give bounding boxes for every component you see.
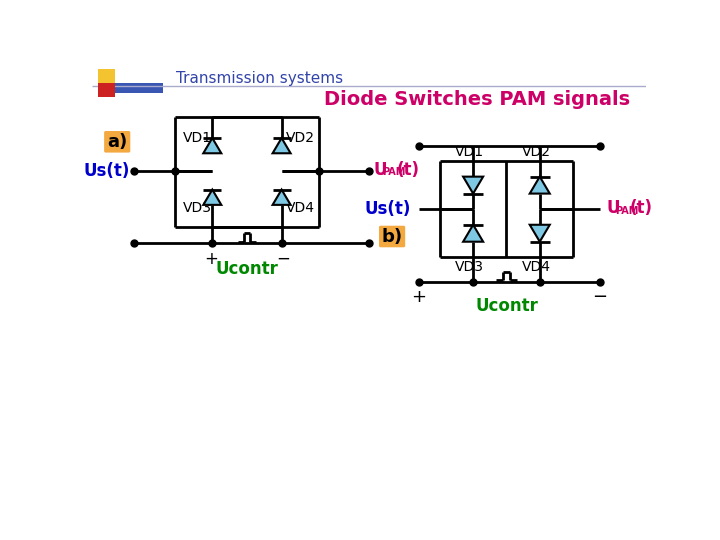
Text: VD1: VD1 [455,145,484,159]
Polygon shape [463,225,483,242]
Text: VD3: VD3 [455,260,484,274]
Polygon shape [273,190,291,205]
Text: −: − [593,288,608,306]
Text: Us(t): Us(t) [84,163,130,180]
Polygon shape [463,177,483,193]
Polygon shape [203,190,221,205]
Text: VD1: VD1 [183,131,212,145]
Text: VD2: VD2 [521,145,550,159]
Text: (t): (t) [397,161,420,179]
Text: U: U [606,199,620,217]
FancyBboxPatch shape [379,226,405,247]
Polygon shape [530,177,550,193]
Text: Ucontr: Ucontr [475,298,538,315]
Polygon shape [273,138,291,153]
Text: −: − [276,249,290,268]
Text: Transmission systems: Transmission systems [176,71,343,86]
Polygon shape [203,138,221,153]
Bar [98,83,115,97]
Text: Us(t): Us(t) [365,200,411,218]
Bar [106,83,163,93]
Text: PAM: PAM [615,206,638,215]
Text: PAM: PAM [382,167,405,177]
Text: U: U [374,161,387,179]
Text: VD4: VD4 [287,201,315,215]
Bar [98,70,115,83]
Text: VD2: VD2 [287,131,315,145]
Text: +: + [412,288,426,306]
Text: VD3: VD3 [183,201,212,215]
Text: Ucontr: Ucontr [215,260,279,279]
FancyBboxPatch shape [104,131,130,153]
Text: a): a) [107,133,127,151]
Polygon shape [530,225,550,242]
Text: VD4: VD4 [521,260,550,274]
Text: (t): (t) [630,199,653,217]
Text: Diode Switches PAM signals: Diode Switches PAM signals [324,90,630,109]
Text: +: + [204,249,217,268]
Text: b): b) [382,227,402,246]
